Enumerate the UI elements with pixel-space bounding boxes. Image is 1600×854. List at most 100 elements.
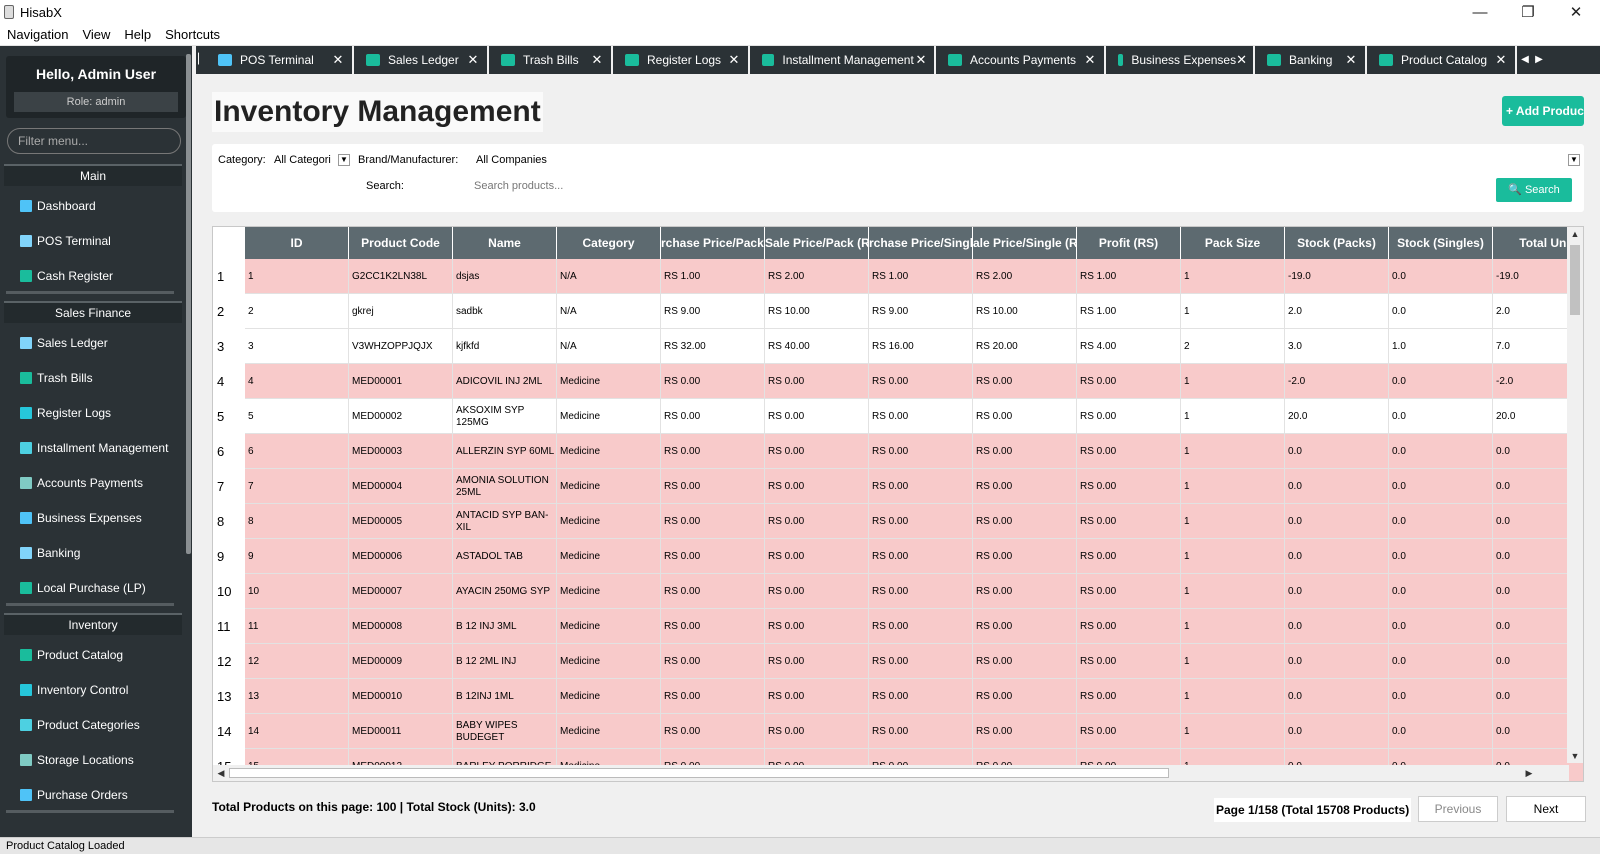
table-row[interactable]: 3 V3WHZOPPJQJX kjfkfd N/A RS 32.00 RS 40.00 RS… <box>245 329 1583 364</box>
tab-sales-ledger[interactable]: Sales Ledger ✕ <box>354 46 489 74</box>
scroll-down-icon[interactable]: ▼ <box>1570 751 1580 761</box>
close-icon[interactable]: ✕ <box>1236 52 1247 67</box>
row-number[interactable]: 3 <box>213 329 245 364</box>
tab-register-logs[interactable]: Register Logs ✕ <box>613 46 750 74</box>
search-input[interactable]: Search products... <box>474 180 564 192</box>
sidebar-item-trash-bills[interactable]: Trash Bills <box>20 368 93 388</box>
tab-scroll-right-icon[interactable]: ▶ <box>1535 54 1543 65</box>
tab-scroll-left-icon[interactable]: ▏ <box>198 54 206 65</box>
close-icon[interactable]: ✕ <box>1084 52 1096 67</box>
column-header[interactable]: ale Price/Single (RS <box>973 227 1077 259</box>
close-icon[interactable]: ✕ <box>728 52 740 67</box>
column-header[interactable]: Profit (RS) <box>1077 227 1181 259</box>
column-header[interactable]: rchase Price/Pack ( <box>661 227 765 259</box>
chevron-down-icon[interactable]: ▼ <box>1568 154 1580 166</box>
sidebar-item-dashboard[interactable]: Dashboard <box>20 196 96 216</box>
tab-trash-bills[interactable]: Trash Bills ✕ <box>489 46 613 74</box>
previous-button[interactable]: Previous <box>1418 796 1498 822</box>
sidebar-item-accounts-payments[interactable]: Accounts Payments <box>20 473 143 493</box>
row-number[interactable]: 13 <box>213 679 245 714</box>
menu-shortcuts[interactable]: Shortcuts <box>165 27 221 42</box>
sidebar-item-product-categories[interactable]: Product Categories <box>20 715 140 735</box>
column-header[interactable]: Name <box>453 227 557 259</box>
row-number[interactable]: 1 <box>213 259 245 294</box>
row-number[interactable]: 8 <box>213 504 245 539</box>
row-number[interactable]: 4 <box>213 364 245 399</box>
close-icon[interactable]: ✕ <box>1345 52 1357 67</box>
table-row[interactable]: 4 MED00001 ADICOVIL INJ 2ML Medicine RS 0.00… <box>245 364 1583 399</box>
tab-pos-terminal[interactable]: POS Terminal ✕ <box>206 46 354 74</box>
menu-navigation[interactable]: Navigation <box>7 27 69 42</box>
table-row[interactable]: 2 gkrej sadbk N/A RS 9.00 RS 10.00 RS 9.00 RS 1… <box>245 294 1583 329</box>
column-header[interactable]: ID <box>245 227 349 259</box>
scroll-up-icon[interactable]: ▲ <box>1570 229 1580 239</box>
row-number[interactable]: 2 <box>213 294 245 329</box>
row-number[interactable]: 6 <box>213 434 245 469</box>
close-icon[interactable]: ✕ <box>467 52 479 67</box>
tab-scroll-left-icon[interactable]: ◀ <box>1521 54 1529 65</box>
sidebar-item-banking[interactable]: Banking <box>20 543 80 563</box>
vertical-scrollbar[interactable]: ▲ ▼ <box>1567 227 1583 763</box>
minimize-icon[interactable]: — <box>1472 3 1488 21</box>
table-row[interactable]: 12 MED00009 B 12 2ML INJ Medicine RS 0.00 RS … <box>245 644 1583 679</box>
scroll-left-icon[interactable]: ◀ <box>217 768 225 778</box>
column-header[interactable]: Sale Price/Pack (RS) <box>765 227 869 259</box>
column-header[interactable]: Product Code <box>349 227 453 259</box>
column-header[interactable]: rchase Price/Single ( <box>869 227 973 259</box>
sidebar-item-storage-locations[interactable]: Storage Locations <box>20 750 134 770</box>
sidebar-scrollbar[interactable] <box>186 54 191 554</box>
table-row[interactable]: 8 MED00005 ANTACID SYP BAN-XIL Medicine RS 0… <box>245 504 1583 539</box>
tab-installment-management[interactable]: Installment Management ✕ <box>750 46 936 74</box>
sidebar-item-installment-management[interactable]: Installment Management <box>20 438 168 458</box>
sidebar-item-sales-ledger[interactable]: Sales Ledger <box>20 333 108 353</box>
chevron-down-icon[interactable]: ▼ <box>338 154 350 166</box>
row-number[interactable]: 9 <box>213 539 245 574</box>
close-icon[interactable]: ✕ <box>591 52 603 67</box>
sidebar-item-pos-terminal[interactable]: POS Terminal <box>20 231 111 251</box>
close-icon[interactable]: ✕ <box>1495 52 1507 67</box>
next-button[interactable]: Next <box>1506 796 1586 822</box>
table-row[interactable]: 10 MED00007 AYACIN 250MG SYP Medicine RS 0.0… <box>245 574 1583 609</box>
sidebar-item-inventory-control[interactable]: Inventory Control <box>20 680 128 700</box>
sidebar-item-local-purchase-lp[interactable]: Local Purchase (LP) <box>20 578 146 598</box>
column-header[interactable]: Stock (Packs) <box>1285 227 1389 259</box>
tab-accounts-payments[interactable]: Accounts Payments ✕ <box>936 46 1106 74</box>
close-icon[interactable]: ✕ <box>332 52 344 67</box>
hscroll-thumb[interactable] <box>229 768 1169 778</box>
horizontal-scrollbar[interactable]: ◀ ▶ <box>213 765 1569 781</box>
row-number[interactable]: 11 <box>213 609 245 644</box>
menu-view[interactable]: View <box>82 27 111 42</box>
tab-product-catalog[interactable]: Product Catalog ✕ <box>1367 46 1517 74</box>
sidebar-item-purchase-orders[interactable]: Purchase Orders <box>20 785 128 805</box>
sidebar-item-product-catalog[interactable]: Product Catalog <box>20 645 123 665</box>
column-header[interactable]: Stock (Singles) <box>1389 227 1493 259</box>
row-number[interactable]: 5 <box>213 399 245 434</box>
table-row[interactable]: 13 MED00010 B 12INJ 1ML Medicine RS 0.00 RS 0… <box>245 679 1583 714</box>
sidebar-item-register-logs[interactable]: Register Logs <box>20 403 111 423</box>
table-row[interactable]: 9 MED00006 ASTADOL TAB Medicine RS 0.00 RS 0.… <box>245 539 1583 574</box>
tab-banking[interactable]: Banking ✕ <box>1255 46 1367 74</box>
restore-icon[interactable]: ❐ <box>1521 4 1535 21</box>
filter-menu-input[interactable]: Filter menu... <box>7 128 181 154</box>
scroll-right-icon[interactable]: ▶ <box>1525 768 1533 778</box>
add-product-button[interactable]: + Add Product <box>1502 96 1584 126</box>
column-header[interactable]: Pack Size <box>1181 227 1285 259</box>
row-number[interactable]: 7 <box>213 469 245 504</box>
tab-business-expenses[interactable]: Business Expenses ✕ <box>1106 46 1255 74</box>
table-row[interactable]: 5 MED00002 AKSOXIM SYP 125MG Medicine RS 0.0… <box>245 399 1583 434</box>
category-select[interactable]: All Categori <box>274 154 331 166</box>
close-icon[interactable]: ✕ <box>1569 4 1583 21</box>
row-number[interactable]: 10 <box>213 574 245 609</box>
table-row[interactable]: 7 MED00004 AMONIA SOLUTION 25ML Medicine RS … <box>245 469 1583 504</box>
table-row[interactable]: 14 MED00011 BABY WIPES BUDEGET Medicine RS 0… <box>245 714 1583 749</box>
close-icon[interactable]: ✕ <box>915 52 927 67</box>
sidebar-item-business-expenses[interactable]: Business Expenses <box>20 508 142 528</box>
search-button[interactable]: 🔍 Search <box>1496 178 1572 202</box>
column-header[interactable]: Category <box>557 227 661 259</box>
row-number[interactable]: 12 <box>213 644 245 679</box>
table-row[interactable]: 11 MED00008 B 12 INJ 3ML Medicine RS 0.00 RS … <box>245 609 1583 644</box>
table-row[interactable]: 1 G2CC1K2LN38L dsjas N/A RS 1.00 RS 2.00 RS 1.… <box>245 259 1583 294</box>
brand-select[interactable]: All Companies <box>476 154 547 166</box>
row-number[interactable]: 14 <box>213 714 245 749</box>
sidebar-item-cash-register[interactable]: Cash Register <box>20 266 113 286</box>
